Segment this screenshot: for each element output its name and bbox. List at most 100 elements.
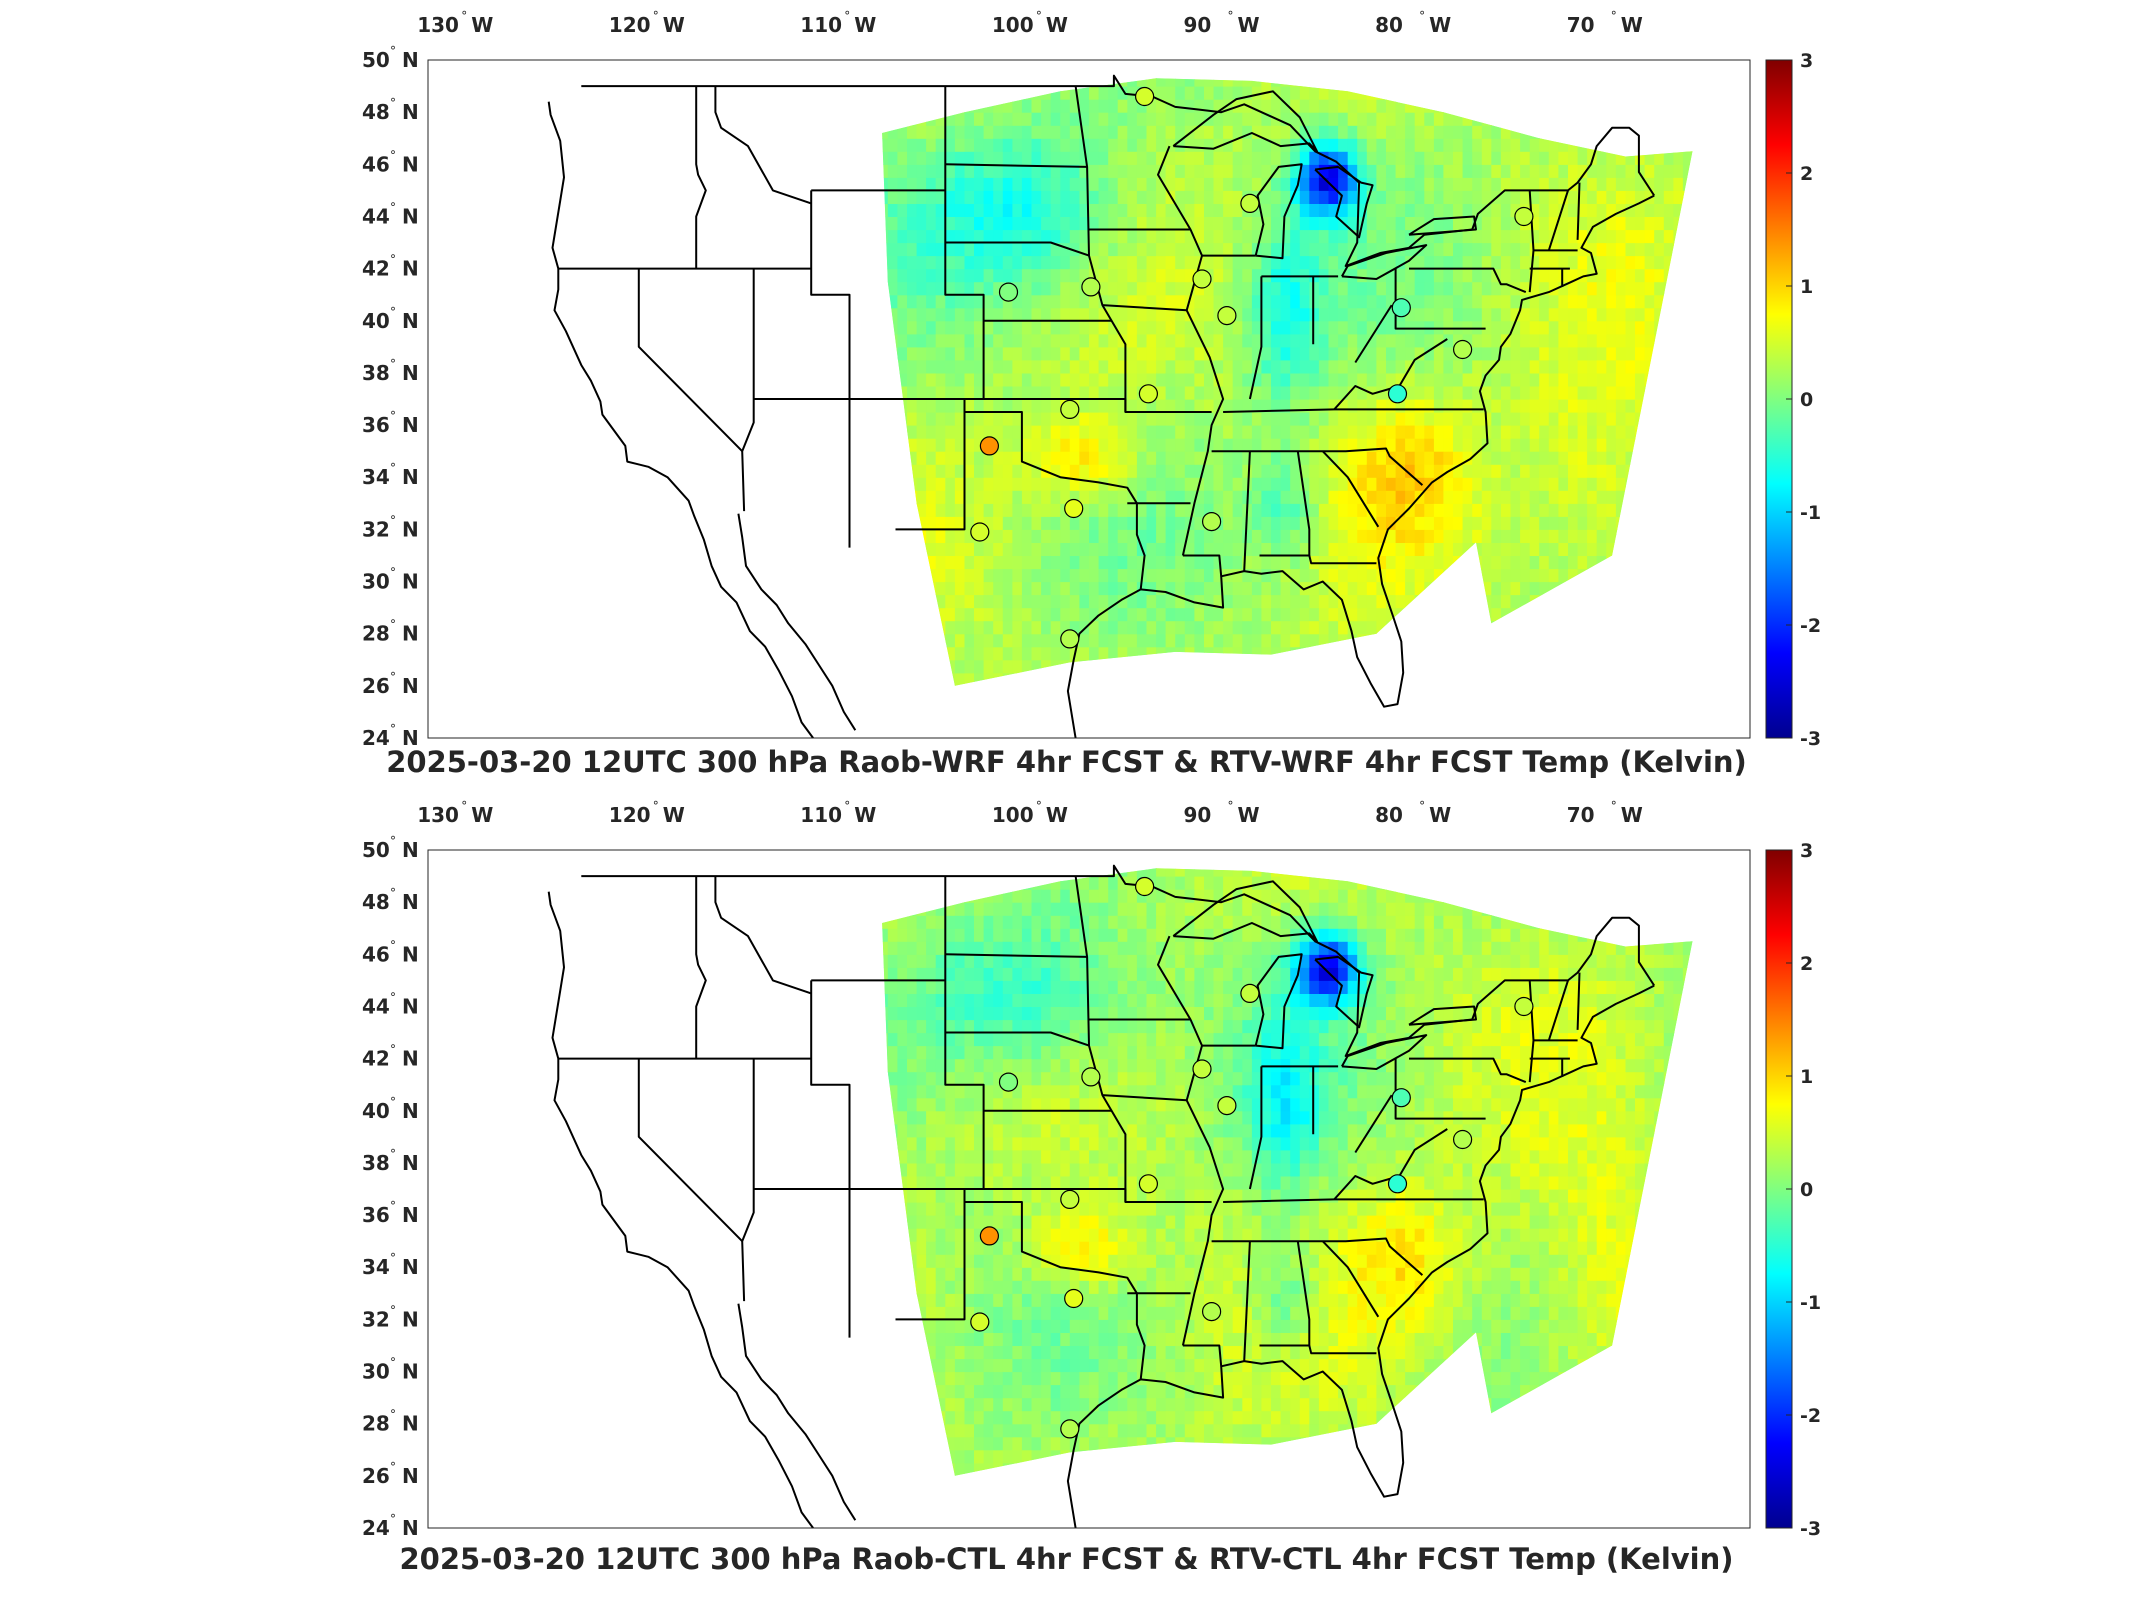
field-cell	[1587, 346, 1598, 361]
field-cell	[1548, 633, 1559, 648]
field-cell	[882, 372, 889, 387]
field-cell	[1443, 542, 1454, 556]
field-cell	[1453, 607, 1464, 622]
field-cell	[1606, 268, 1617, 283]
field-cell	[897, 581, 908, 596]
field-cell	[1386, 294, 1397, 309]
field-cell	[1242, 333, 1253, 348]
field-cell	[926, 164, 937, 178]
state-boundary	[945, 163, 1088, 168]
field-cell	[1462, 529, 1473, 543]
field-cell	[1673, 568, 1684, 583]
field-cell	[1491, 503, 1502, 517]
field-cell	[1548, 386, 1559, 400]
field-cell	[1031, 685, 1042, 686]
field-cell	[1127, 60, 1137, 74]
field-cell	[1424, 672, 1435, 686]
field-cell	[964, 633, 975, 648]
field-cell	[1031, 672, 1042, 686]
field-cell	[926, 607, 937, 622]
field-cell	[1089, 151, 1100, 165]
field-cell	[1117, 203, 1128, 217]
field-cell	[887, 281, 898, 296]
field-cell	[907, 1423, 918, 1438]
field-cell	[1357, 620, 1368, 635]
field-cell	[869, 542, 879, 556]
field-cell	[1156, 594, 1167, 609]
field-cell	[1491, 568, 1502, 583]
field-cell	[1510, 386, 1521, 400]
field-cell	[882, 980, 889, 994]
plot-frame	[427, 59, 1751, 739]
field-cell	[983, 568, 994, 583]
lat-tick-label: 44	[362, 205, 390, 229]
field-cell	[1223, 607, 1234, 622]
field-cell	[1261, 685, 1272, 686]
field-cell	[1635, 294, 1646, 309]
field-cell	[935, 1358, 946, 1373]
field-cell	[1089, 242, 1100, 257]
field-cell	[1520, 255, 1531, 270]
field-cell	[1596, 503, 1607, 517]
field-cell	[1041, 372, 1052, 387]
field-cell	[1089, 320, 1100, 335]
field-cell	[945, 1267, 956, 1281]
field-cell	[974, 659, 985, 674]
field-cell	[882, 242, 889, 257]
field-cell	[926, 1267, 937, 1281]
field-cell	[887, 164, 898, 178]
field-cell	[1462, 359, 1473, 374]
field-cell	[1395, 359, 1406, 374]
field-cell	[916, 307, 927, 322]
field-cell	[1069, 529, 1080, 543]
field-cell	[1443, 451, 1454, 465]
field-cell	[916, 1058, 927, 1073]
field-cell	[1338, 99, 1349, 113]
field-cell	[1098, 294, 1109, 309]
field-cell	[1424, 386, 1435, 400]
field-cell	[1261, 555, 1272, 570]
field-cell	[1328, 490, 1339, 504]
field-cell	[1453, 281, 1464, 296]
field-cell	[916, 1410, 927, 1425]
field-cell	[1644, 151, 1655, 165]
field-cell	[1271, 438, 1282, 452]
field-cell	[882, 451, 889, 465]
field-cell	[916, 151, 927, 165]
field-cell	[964, 555, 975, 570]
field-cell	[1510, 503, 1521, 517]
field-cell	[1539, 386, 1550, 400]
field-cell	[1136, 594, 1148, 609]
field-cell	[954, 307, 966, 322]
field-cell	[935, 1449, 946, 1464]
field-cell	[1654, 242, 1665, 257]
field-cell	[1693, 295, 1703, 309]
field-cell	[1673, 372, 1684, 387]
field-cell	[1002, 268, 1013, 283]
field-cell	[1089, 659, 1100, 674]
field-cell	[1405, 581, 1416, 596]
field-cell	[945, 1332, 956, 1346]
field-cell	[1654, 125, 1665, 139]
field-cell	[1596, 672, 1607, 686]
field-cell	[1462, 268, 1473, 283]
field-cell	[1405, 503, 1416, 517]
field-cell	[1395, 568, 1406, 583]
field-cell	[887, 346, 898, 361]
field-cell	[1386, 151, 1397, 165]
field-cell	[1290, 542, 1301, 556]
field-cell	[1012, 359, 1023, 374]
field-cell	[1453, 529, 1464, 543]
field-cell	[1031, 281, 1042, 296]
field-cell	[1702, 647, 1712, 661]
field-cell	[869, 1124, 879, 1138]
field-cell	[1558, 346, 1569, 361]
field-cell	[1117, 99, 1128, 113]
field-cell	[1204, 138, 1215, 152]
field-cell	[1299, 294, 1310, 309]
field-cell	[907, 1176, 918, 1190]
field-cell	[1366, 633, 1377, 648]
field-cell	[1251, 216, 1263, 231]
field-cell	[1232, 594, 1243, 609]
field-cell	[1635, 177, 1646, 191]
